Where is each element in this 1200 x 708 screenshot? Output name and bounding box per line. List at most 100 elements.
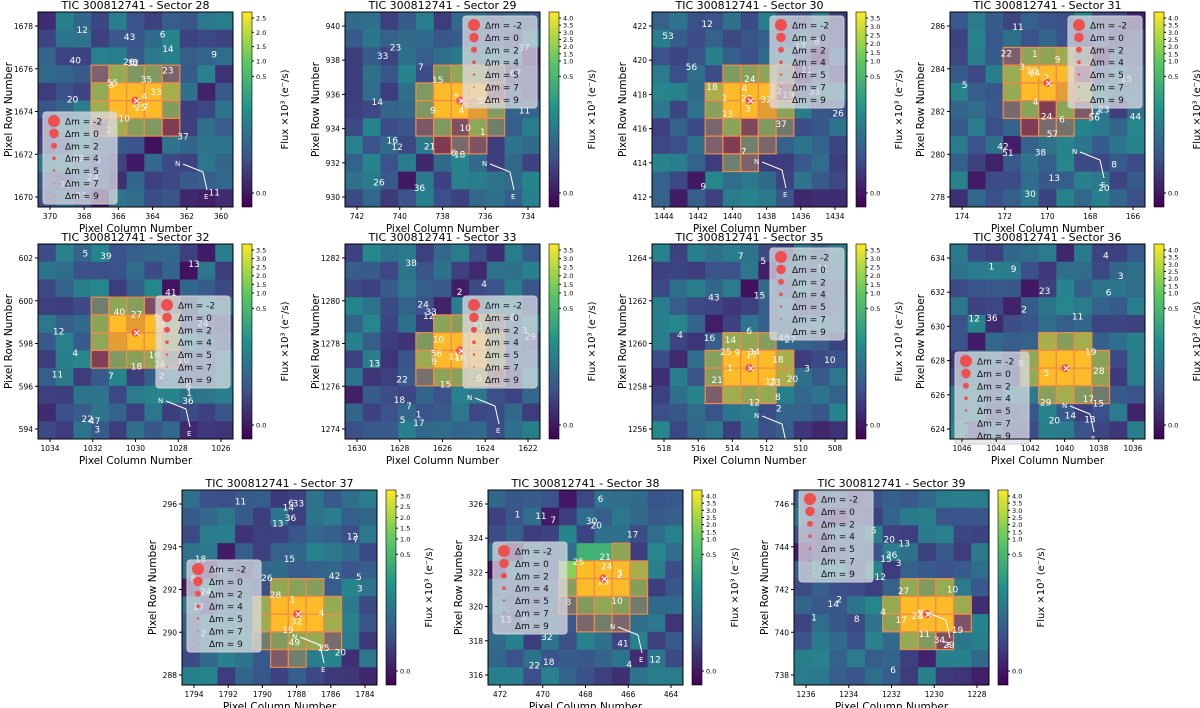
heatmap-pixel [793,385,812,404]
heatmap-pixel [451,118,470,137]
star-label: 27 [131,311,142,321]
magnitude-legend: Δm = -2Δm = 0Δm = 2Δm = 4Δm = 5Δm = 7Δm … [769,247,845,341]
aperture-pixel [108,332,128,351]
legend-entry: Δm = 2 [821,520,855,530]
heatmap-pixel [740,47,759,66]
heatmap-pixel [652,279,671,298]
star-label: 12 [649,656,660,666]
heatmap-pixel [199,507,218,526]
heatmap-pixel [1091,314,1110,334]
aperture-pixel [415,82,435,102]
heatmap-pixel [306,578,325,597]
heatmap-pixel [288,578,307,597]
star-label: 2 [617,571,623,581]
y-axis-label: Pixel Row Number [617,293,629,389]
heatmap-pixel [1003,100,1022,119]
star-label: 5 [962,81,968,91]
aperture-pixel [270,648,289,668]
star-label: 20 [884,536,896,546]
colorbar-tick-label: 1.5 [1012,528,1022,536]
star-label: 13 [765,378,776,388]
heatmap-pixel [182,507,201,526]
star-label: 47 [89,417,100,427]
star-label: 53 [662,32,673,42]
heatmap-pixel [359,614,377,633]
star-label: 4 [1103,252,1109,262]
heatmap-pixel [380,29,399,48]
star-label: 3 [745,104,751,114]
aperture-pixel [611,542,631,562]
heatmap-pixel [451,189,470,207]
heatmap-pixel [451,136,470,155]
heatmap-pixel [705,12,724,31]
star-label: 21 [711,376,722,386]
heatmap-pixel [953,560,972,580]
y-axis-label: Pixel Row Number [617,61,629,157]
heatmap-pixel [687,350,706,369]
legend-marker [808,547,812,550]
colorbar-bar [997,489,1009,686]
y-tick-label: 1262 [628,297,647,306]
star-label: 4 [1033,98,1039,108]
heatmap-pixel [882,596,901,615]
heatmap-pixel [953,543,972,562]
heatmap-pixel [967,297,986,316]
heatmap-pixel [91,314,110,334]
aperture-pixel [90,349,110,369]
heatmap-pixel [1074,244,1093,263]
colorbar-tick-label: 2.0 [870,40,880,48]
legend-entry: Δm = 7 [1090,84,1124,94]
colorbar-label: Flux ×10³ (e⁻/s) [280,301,291,381]
legend-box [769,15,845,109]
heatmap-pixel [362,244,381,263]
heatmap-pixel [722,385,742,404]
heatmap-pixel [847,614,866,633]
heatmap-pixel [505,649,524,668]
colorbar-tick-label: 3.5 [870,15,880,23]
heatmap-pixel [793,189,812,207]
y-tick-label: 938 [326,56,341,65]
heatmap-pixel [669,29,688,48]
star-label: 3 [357,585,363,595]
heatmap-pixel [669,368,688,387]
heatmap-pixel [669,47,688,66]
heatmap-pixel [687,100,706,119]
compass-north-arrow [761,161,783,171]
heatmap-pixel [217,667,236,685]
heatmap-pixel [950,118,969,137]
heatmap-pixel [451,279,470,298]
heatmap-pixel [950,171,969,190]
heatmap-pixel [829,578,848,597]
compass-north-arrow [299,636,321,646]
heatmap-pixel [380,100,399,119]
colorbar-tick-label: 1.5 [870,281,880,289]
target-star-marker [922,610,931,619]
legend-marker [1076,46,1082,53]
y-tick-label: 284 [931,65,946,74]
y-tick-label: 624 [931,425,946,434]
y-axis-label: Pixel Row Number [147,539,159,635]
legend-entry: Δm = 0 [485,314,519,324]
heatmap-pixel [55,314,74,334]
y-tick-label: 746 [775,500,790,509]
heatmap-pixel [1127,385,1145,404]
heatmap-pixel [486,421,505,439]
compass-east-label: E [783,445,787,453]
star-label: 14 [372,98,384,108]
heatmap-pixel [1038,314,1057,334]
colorbar-tick-label: 0.0 [1168,190,1178,198]
heatmap-pixel [985,100,1004,119]
heatmap-pixel [215,244,233,263]
colorbar-tick-label: 1.5 [1168,50,1178,58]
heatmap-pixel [451,171,470,190]
colorbar-tick-label: 1.0 [706,535,716,543]
heatmap-pixel [647,578,666,597]
colorbar-bar [548,243,560,440]
heatmap-pixel [669,279,688,298]
heatmap-pixel [235,667,254,685]
x-tick-label: 1030 [126,444,145,453]
heatmap-pixel [362,385,381,404]
star-label: 55 [107,79,118,89]
